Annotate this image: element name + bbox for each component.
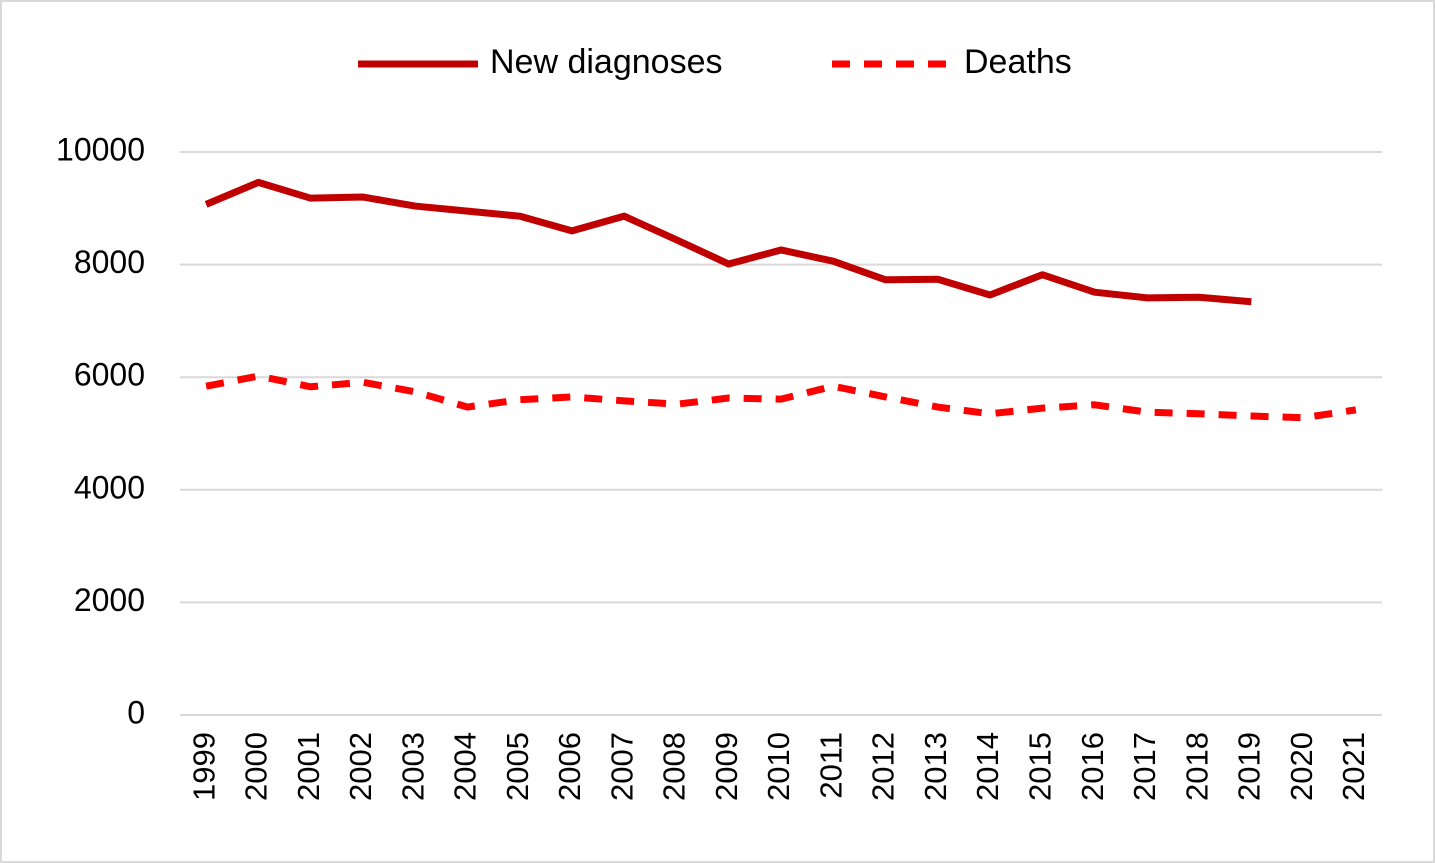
y-tick-label: 6000 <box>74 357 145 393</box>
x-tick-label: 2013 <box>918 732 953 801</box>
x-tick-label: 2006 <box>552 732 587 801</box>
x-tick-label: 2012 <box>866 732 901 801</box>
legend-label: Deaths <box>964 43 1072 81</box>
x-tick-label: 1999 <box>186 732 221 801</box>
y-tick-label: 0 <box>127 694 145 730</box>
y-tick-label: 8000 <box>74 244 145 280</box>
x-tick-label: 2000 <box>239 732 274 801</box>
x-tick-label: 2019 <box>1232 732 1267 801</box>
x-tick-label: 2016 <box>1075 732 1110 801</box>
x-tick-label: 2014 <box>970 732 1005 801</box>
x-tick-label: 2008 <box>657 732 692 801</box>
data-line <box>204 178 1252 306</box>
x-tick-label: 2007 <box>604 732 639 801</box>
x-tick-label: 2011 <box>813 732 848 799</box>
x-tick-label: 2003 <box>395 732 430 801</box>
x-tick-label: 2021 <box>1336 732 1371 801</box>
x-tick-label: 2004 <box>448 732 483 801</box>
x-tick-label: 2009 <box>709 732 744 801</box>
y-tick-label: 2000 <box>74 582 145 618</box>
x-tick-label: 2018 <box>1179 732 1214 801</box>
x-tick-label: 2005 <box>500 732 535 801</box>
x-tick-label: 2001 <box>291 732 326 801</box>
x-tick-label: 2017 <box>1127 732 1162 801</box>
x-tick-label: 2010 <box>761 732 796 801</box>
legend-label: New diagnoses <box>490 43 722 81</box>
x-tick-label: 2015 <box>1022 732 1057 801</box>
x-tick-label: 2020 <box>1284 732 1319 801</box>
x-tick-label: 2002 <box>343 732 378 801</box>
y-tick-label: 4000 <box>74 469 145 505</box>
data-line <box>205 372 1357 422</box>
y-tick-label: 10000 <box>56 131 145 167</box>
